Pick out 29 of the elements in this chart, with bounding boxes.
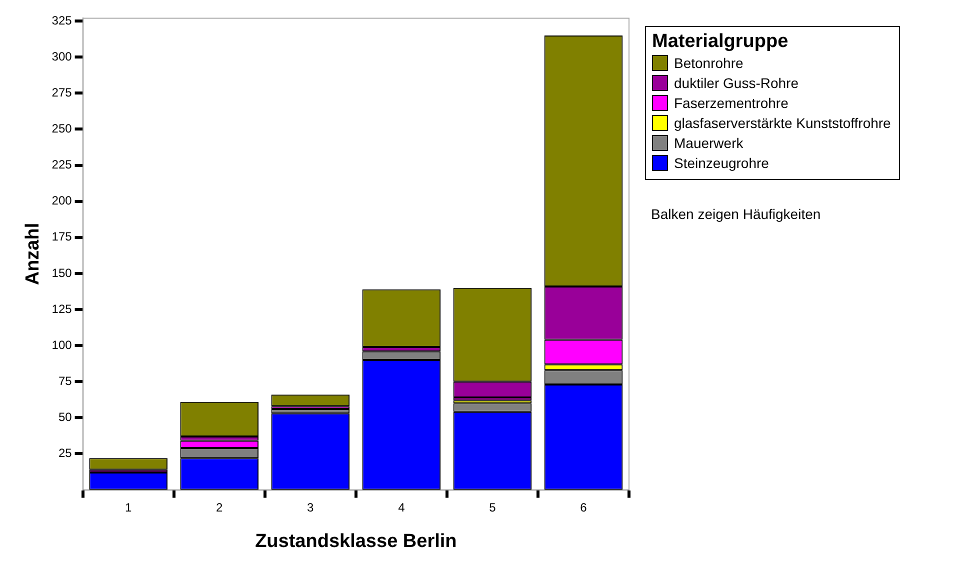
y-tick-label: 100 (52, 338, 72, 352)
y-tick-label: 225 (52, 158, 72, 172)
y-tick-label: 250 (52, 122, 72, 136)
x-tick-label: 3 (307, 500, 314, 514)
legend-label: Mauerwerk (674, 134, 744, 153)
x-tick-label: 6 (580, 500, 588, 514)
y-tick-label: 300 (52, 49, 72, 64)
y-tick-label: 175 (52, 230, 72, 244)
x-tick-label: 4 (398, 500, 406, 514)
y-tick-label: 150 (52, 266, 72, 280)
legend-label: Steinzeugrohre (674, 154, 769, 173)
x-axis-title: Zustandsklasse Berlin (255, 530, 457, 552)
legend-label: Betonrohre (674, 54, 744, 73)
legend-label: glasfaserverstärkte Kunststoffrohre (674, 114, 891, 133)
y-tick-label: 25 (58, 446, 72, 460)
text: Balken zeigen Häufigkeiten (651, 206, 822, 222)
y-tick-label: 325 (52, 13, 72, 28)
legend-label: Faserzementrohre (674, 94, 788, 113)
y-tick-label: 50 (58, 410, 72, 424)
legend-title: Materialgruppe (652, 31, 790, 53)
x-tick-label: 1 (124, 500, 132, 514)
y-axis-title: Anzahl (22, 222, 44, 286)
legend-label: duktiler Guss-Rohre (674, 74, 798, 93)
x-tick-label: 5 (489, 500, 496, 514)
x-tick-label: 2 (216, 500, 224, 514)
y-tick-label: 125 (52, 302, 72, 316)
y-tick-label: 75 (58, 374, 72, 388)
y-tick-label: 275 (52, 86, 72, 100)
y-tick-label: 200 (52, 194, 72, 208)
